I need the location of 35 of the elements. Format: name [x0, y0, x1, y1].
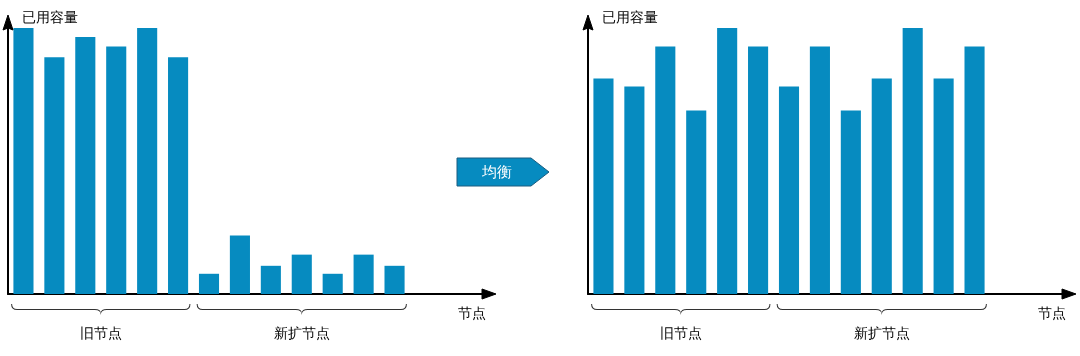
bar	[384, 265, 405, 294]
bar	[353, 254, 374, 294]
bar	[229, 235, 250, 294]
bar	[168, 57, 189, 294]
bar	[902, 28, 923, 294]
text: 旧节点	[79, 325, 122, 341]
bar	[717, 28, 738, 294]
bar	[137, 28, 158, 294]
bar	[75, 37, 96, 294]
bar	[593, 78, 614, 294]
bar	[624, 86, 645, 294]
x-axis-title: 节点	[1038, 305, 1066, 321]
bar	[44, 57, 65, 294]
bar	[686, 110, 707, 294]
bar	[198, 273, 220, 294]
bar	[260, 265, 281, 294]
bar	[13, 28, 34, 294]
y-axis-title: 已用容量	[602, 9, 658, 25]
bar	[933, 78, 954, 294]
bar	[840, 110, 861, 294]
text: 均衡	[481, 163, 512, 181]
y-axis-title: 已用容量	[22, 9, 78, 25]
text: 旧节点	[659, 325, 702, 341]
bar	[291, 254, 312, 294]
bar	[809, 46, 830, 294]
bar	[322, 273, 343, 294]
text: 新扩节点	[853, 325, 910, 341]
bar	[748, 46, 769, 294]
bar	[106, 46, 127, 294]
bar	[778, 86, 800, 294]
bar	[871, 78, 892, 294]
bar	[964, 46, 985, 294]
bar	[655, 46, 676, 294]
x-axis-title: 节点	[458, 305, 486, 321]
text: 新扩节点	[273, 325, 330, 341]
